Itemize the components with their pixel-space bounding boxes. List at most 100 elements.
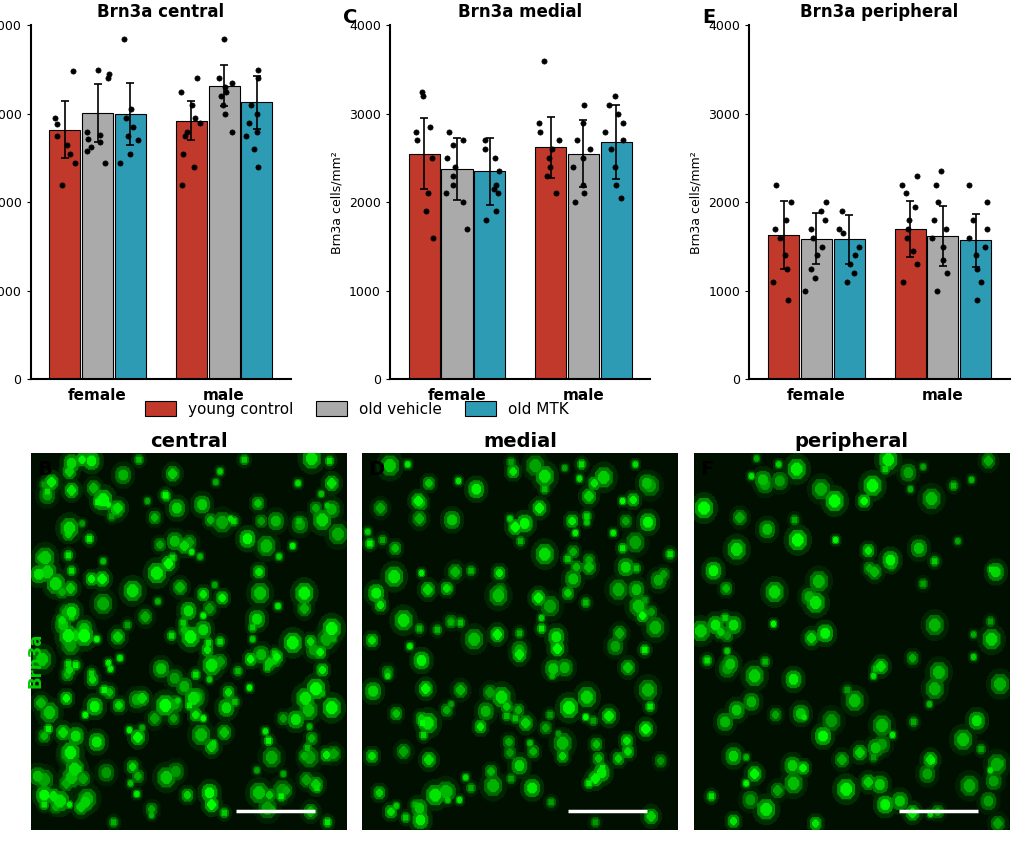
Point (97, 156, 113, 169)
Point (408, 125, 424, 138)
Point (538, 169, 554, 183)
Point (249, 125, 265, 138)
Point (596, 125, 612, 138)
Point (186, 112, 203, 125)
Point (606, 160, 623, 174)
Point (765, 222, 782, 235)
Point (125, 120, 142, 134)
Point (937, 266, 954, 280)
Point (816, 213, 833, 227)
Point (906, 200, 922, 213)
Bar (208, 86, 239, 379)
Point (923, 231, 940, 245)
Point (487, 204, 503, 218)
Point (438, 152, 454, 165)
Point (802, 262, 818, 275)
Point (796, 284, 812, 297)
Point (977, 196, 994, 209)
Text: B: B (37, 460, 52, 479)
Point (783, 196, 799, 209)
Y-axis label: Brn3a cells/mm²: Brn3a cells/mm² (330, 151, 343, 254)
Point (964, 213, 980, 227)
Bar (535, 147, 566, 379)
Bar (800, 239, 832, 379)
Point (614, 134, 631, 147)
Point (898, 231, 914, 245)
Point (183, 98, 200, 112)
Point (804, 231, 820, 245)
Point (490, 164, 506, 178)
Title: Brn3a peripheral: Brn3a peripheral (800, 3, 958, 21)
Point (897, 186, 913, 200)
Point (934, 240, 951, 253)
Point (215, 98, 231, 112)
Point (218, 85, 234, 98)
Point (531, 116, 547, 130)
Point (779, 262, 795, 275)
Point (535, 54, 551, 68)
Point (49, 130, 65, 143)
Point (49, 118, 65, 131)
Point (223, 125, 239, 138)
Point (441, 125, 458, 138)
Point (602, 142, 619, 156)
Point (177, 130, 194, 143)
Point (976, 240, 993, 253)
Point (899, 222, 915, 235)
Point (78, 144, 95, 158)
Point (212, 90, 228, 103)
Point (423, 152, 439, 165)
Point (812, 204, 828, 218)
Point (59, 138, 75, 152)
Point (81, 132, 97, 146)
Point (936, 222, 953, 235)
Point (607, 178, 624, 191)
Text: E: E (702, 8, 715, 27)
Point (611, 191, 628, 205)
Point (217, 107, 233, 120)
Point (960, 231, 976, 245)
Point (609, 107, 626, 120)
Point (250, 72, 266, 86)
Point (117, 112, 133, 125)
Point (816, 196, 833, 209)
Point (425, 231, 441, 245)
Point (240, 116, 257, 130)
Point (486, 152, 502, 165)
Point (83, 141, 99, 154)
Point (931, 164, 948, 178)
Point (122, 147, 139, 160)
Bar (49, 130, 81, 379)
Point (454, 134, 471, 147)
Point (600, 98, 616, 112)
Point (65, 64, 82, 78)
Point (834, 204, 850, 218)
Point (250, 160, 266, 174)
Point (174, 147, 191, 160)
Y-axis label: Brn3a cells/mm²: Brn3a cells/mm² (689, 151, 702, 254)
Bar (82, 113, 113, 379)
Point (904, 244, 920, 257)
Bar (926, 236, 958, 379)
Bar (568, 153, 598, 379)
Point (928, 196, 945, 209)
Point (960, 178, 976, 191)
Point (547, 186, 564, 200)
Bar (474, 171, 504, 379)
Point (779, 293, 795, 307)
Point (972, 275, 988, 289)
Point (179, 125, 196, 138)
Text: F: F (700, 460, 713, 479)
Point (444, 178, 461, 191)
Point (438, 186, 454, 200)
Point (842, 257, 858, 271)
Point (409, 134, 425, 147)
Point (575, 116, 591, 130)
Point (477, 142, 493, 156)
Bar (894, 229, 924, 379)
Point (422, 120, 438, 134)
Title: central: central (150, 432, 227, 451)
Title: Brn3a medial: Brn3a medial (458, 3, 582, 21)
Point (582, 142, 598, 156)
Point (459, 222, 475, 235)
